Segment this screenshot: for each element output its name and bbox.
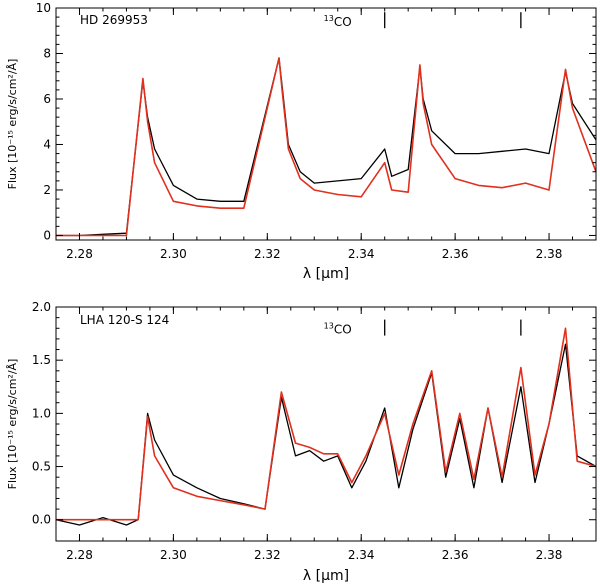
plot-frame: [55, 7, 597, 241]
y-tick-label: 1.5: [32, 353, 51, 367]
ticks-layer: 2.28 2.30 2.32 2.34 2.36 2.38 0.0 0.5 1.0 1.5 2.0: [32, 300, 597, 562]
series-line-observed: [55, 343, 597, 526]
y-tick-label: 0.0: [32, 513, 51, 527]
x-tick-label: 2.36: [442, 247, 469, 261]
annotation-layer: 13CO: [324, 12, 522, 29]
x-axis-title: λ [μm]: [303, 266, 349, 282]
series-layer: [55, 327, 597, 526]
annotation-layer: 13CO: [324, 319, 522, 337]
y-axis-title: Flux [10⁻¹⁵ erg/s/cm²/Å]: [6, 359, 19, 490]
panel-title: LHA 120-S 124: [80, 313, 169, 327]
series-line-model: [56, 57, 597, 237]
panel-hd-269953: 2.28 2.30 2.32 2.34 2.36 2.38 0 2 4 6 8 10 HD 26995…: [6, 1, 597, 282]
x-tick-label: 2.32: [254, 247, 281, 261]
ticks-layer: 2.28 2.30 2.32 2.34 2.36 2.38 0 2 4 6 8 10: [36, 1, 597, 261]
series-line-observed: [56, 57, 597, 237]
x-tick-label: 2.34: [348, 247, 375, 261]
plot-frame: [55, 306, 597, 542]
x-axis-title: λ [μm]: [303, 568, 349, 584]
y-tick-label: 8: [43, 46, 51, 60]
co-label: 13CO: [324, 322, 352, 337]
y-tick-label: 2: [43, 183, 51, 197]
x-tick-label: 2.28: [66, 247, 93, 261]
y-tick-label: 6: [43, 92, 51, 106]
y-tick-label: 0: [43, 228, 51, 242]
y-tick-label: 4: [43, 137, 51, 151]
y-axis-title: Flux [10⁻¹⁵ erg/s/cm²/Å]: [6, 59, 19, 190]
x-tick-label: 2.30: [160, 247, 187, 261]
y-tick-label: 2.0: [32, 300, 51, 314]
panel-lha-120-s-124: 2.28 2.30 2.32 2.34 2.36 2.380.00.51.01.52.0 …: [6, 300, 597, 584]
x-tick-label: 2.38: [536, 548, 563, 562]
x-tick-label: 2.30: [160, 548, 187, 562]
x-tick-label: 2.34: [348, 548, 375, 562]
x-tick-label: 2.38: [536, 247, 563, 261]
series-layer: [56, 57, 597, 237]
x-tick-label: 2.28: [66, 548, 93, 562]
x-tick-label: 2.36: [442, 548, 469, 562]
panel-title: HD 269953: [80, 13, 148, 27]
x-tick-label: 2.32: [254, 548, 281, 562]
y-tick-label: 0.5: [32, 460, 51, 474]
y-tick-label: 1.0: [32, 406, 51, 420]
y-tick-label: 10: [36, 1, 51, 15]
co-label: 13CO: [324, 14, 352, 29]
series-line-model: [56, 327, 597, 521]
